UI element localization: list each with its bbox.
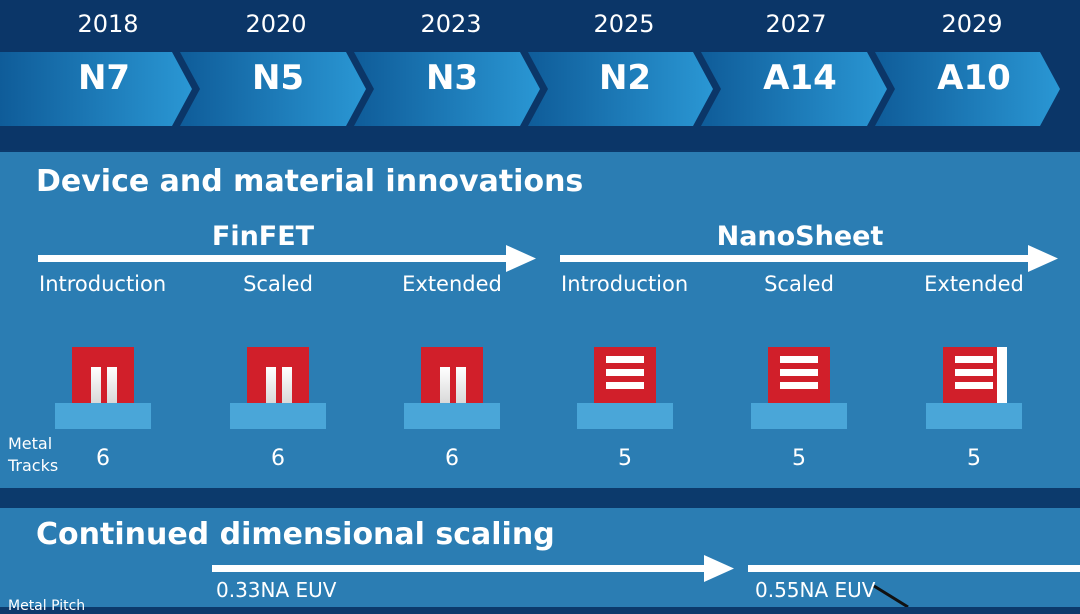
nanosheet-arrow — [560, 245, 1058, 272]
dimensional-scaling-panel — [0, 508, 1080, 607]
chevron-a14 — [701, 52, 887, 126]
device-innovations-panel — [0, 152, 1080, 488]
stage-label: Extended — [924, 272, 1024, 296]
nanosheet-label: NanoSheet — [716, 221, 884, 252]
chevron-n5 — [180, 52, 366, 126]
metal-tracks-value: 6 — [271, 446, 285, 471]
section-title-scaling: Continued dimensional scaling — [36, 517, 555, 552]
stage-label: Extended — [402, 272, 502, 296]
finfet-device-icon — [404, 341, 500, 429]
node-label: N5 — [251, 58, 305, 98]
metal-pitch-label: Metal Pitch — [8, 598, 86, 614]
euv-055-arrow — [748, 565, 1080, 572]
node-label: N2 — [598, 58, 652, 98]
node-chevrons — [0, 52, 1060, 126]
chevron-n2 — [528, 52, 713, 126]
metal-tracks-label: Metal Tracks — [8, 434, 59, 475]
nanosheet-extended-device-icon — [926, 341, 1022, 429]
section-title-device: Device and material innovations — [36, 164, 584, 199]
year-label: 2029 — [941, 10, 1003, 38]
pointer-line — [873, 584, 909, 607]
stage-label: Introduction — [561, 272, 689, 296]
stage-label: Scaled — [243, 272, 313, 296]
nanosheet-device-icon — [577, 341, 673, 429]
finfet-arrow — [38, 245, 536, 272]
chevron-n7 — [0, 52, 192, 126]
stage-label: Introduction — [39, 272, 167, 296]
chevron-a10 — [875, 52, 1060, 126]
year-label: 2027 — [765, 10, 827, 38]
euv-033-label: 0.33NA EUV — [216, 578, 337, 602]
euv-033-arrow — [212, 555, 734, 582]
node-label: N3 — [425, 58, 479, 98]
year-label: 2025 — [593, 10, 655, 38]
metal-tracks-value: 6 — [445, 446, 459, 471]
nanosheet-device-icon — [751, 341, 847, 429]
year-label: 2023 — [420, 10, 482, 38]
stage-label: Scaled — [764, 272, 834, 296]
metal-tracks-value: 5 — [967, 446, 981, 471]
node-label: A10 — [937, 58, 1011, 98]
finfet-label: FinFET — [211, 221, 315, 252]
year-label: 2018 — [77, 10, 139, 38]
year-label: 2020 — [245, 10, 307, 38]
roadmap-header: 2018 2020 2023 2025 2027 2029 N7 N5 N3 N… — [0, 0, 1080, 150]
finfet-device-icon — [55, 341, 151, 429]
finfet-device-icon — [230, 341, 326, 429]
node-label: A14 — [763, 58, 837, 98]
euv-055-label: 0.55NA EUV — [755, 578, 876, 602]
metal-tracks-value: 5 — [792, 446, 806, 471]
metal-tracks-value: 6 — [96, 446, 110, 471]
chevron-n3 — [354, 52, 540, 126]
node-label: N7 — [77, 58, 131, 98]
metal-tracks-value: 5 — [618, 446, 632, 471]
